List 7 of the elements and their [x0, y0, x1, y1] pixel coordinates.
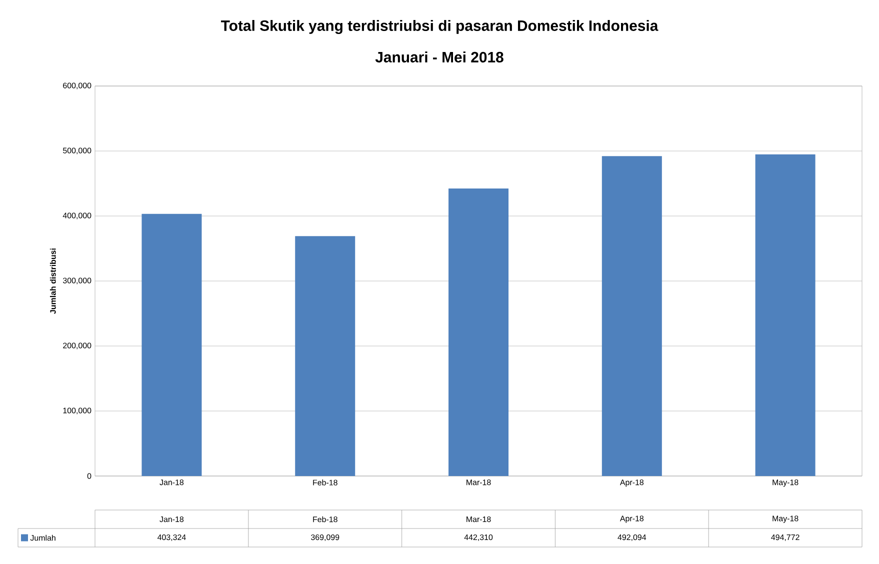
bar	[755, 154, 816, 476]
bar	[295, 236, 356, 476]
bar	[448, 188, 509, 476]
chart-title: Total Skutik yang terdistriubsi di pasaran Domestik Indonesia	[221, 20, 658, 34]
chart-subtitle: Januari - Mei 2018	[375, 52, 504, 62]
bar	[602, 156, 662, 476]
bar	[142, 214, 202, 476]
